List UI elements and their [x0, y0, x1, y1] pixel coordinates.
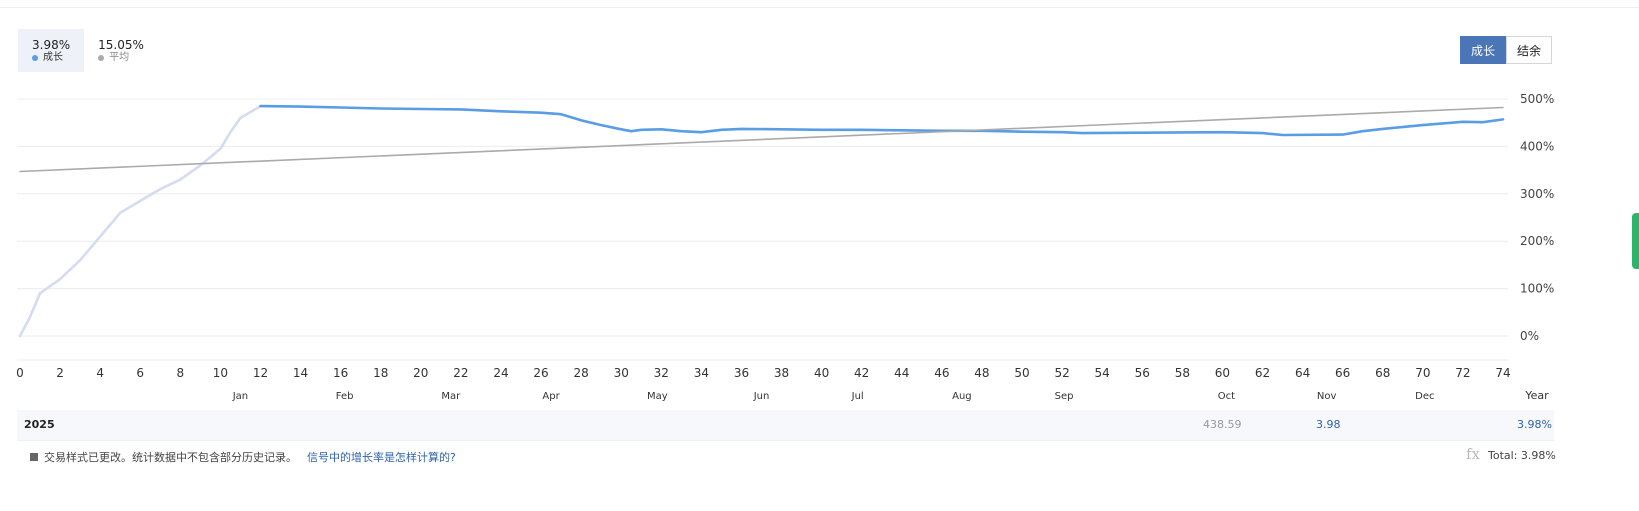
- side-panel-handle[interactable]: [1632, 213, 1639, 269]
- x-tick-label: 28: [573, 366, 588, 380]
- month-label: Feb: [336, 391, 354, 402]
- total-summary: Total: 3.98%: [1488, 449, 1556, 462]
- x-tick-label: 60: [1215, 366, 1230, 380]
- year-label: 2025: [24, 418, 55, 431]
- watermark-logo: fx: [1466, 445, 1481, 463]
- legend-growth-dot: [32, 55, 38, 61]
- x-tick-label: 56: [1135, 366, 1150, 380]
- legend-growth-value: 3.98%: [32, 38, 71, 52]
- month-label: May: [647, 391, 668, 402]
- month-label: Jan: [232, 391, 248, 402]
- x-tick-label: 64: [1295, 366, 1310, 380]
- month-label: Nov: [1317, 391, 1337, 402]
- legend-average-dot: [98, 55, 105, 61]
- x-tick-label: 54: [1095, 366, 1110, 380]
- x-tick-label: 62: [1255, 366, 1270, 380]
- x-tick-label: 2: [56, 366, 64, 380]
- x-tick-label: 12: [253, 366, 268, 380]
- x-tick-label: 68: [1375, 366, 1390, 380]
- x-tick-label: 42: [854, 366, 869, 380]
- x-tick-label: 40: [814, 366, 829, 380]
- top-divider: [0, 7, 1639, 8]
- y-tick-label: 300%: [1520, 187, 1554, 201]
- month-label: Oct: [1218, 391, 1235, 402]
- x-tick-label: 30: [614, 366, 629, 380]
- nov-value: 3.98: [1316, 418, 1341, 431]
- y-tick-label: 200%: [1520, 234, 1554, 248]
- y-tick-label: 0%: [1520, 329, 1539, 343]
- month-label: Mar: [441, 391, 461, 402]
- x-tick-label: 58: [1175, 366, 1190, 380]
- growth-toggle-button[interactable]: 成长: [1460, 36, 1507, 64]
- x-tick-label: 46: [934, 366, 949, 380]
- x-tick-label: 38: [774, 366, 789, 380]
- x-tick-label: 36: [734, 366, 749, 380]
- x-tick-label: 66: [1335, 366, 1350, 380]
- x-tick-label: 26: [533, 366, 548, 380]
- x-tick-label: 16: [333, 366, 348, 380]
- footer-note-text: 交易样式已更改。统计数据中不包含部分历史记录。: [44, 451, 297, 464]
- x-tick-label: 72: [1455, 366, 1470, 380]
- x-tick-label: 50: [1014, 366, 1029, 380]
- x-tick-label: 22: [453, 366, 468, 380]
- average-trend-line: [19, 106, 1504, 173]
- legend-average-value: 15.05%: [98, 38, 144, 52]
- legend-average-label: 平均: [109, 52, 130, 63]
- early-growth-line: [18, 104, 262, 338]
- note-icon: [30, 453, 38, 461]
- x-tick-label: 34: [694, 366, 709, 380]
- x-tick-label: 18: [373, 366, 388, 380]
- x-tick-label: 20: [413, 366, 428, 380]
- year-summary-row: 2025 438.59 3.98 3.98%: [17, 410, 1554, 441]
- month-label: Jun: [753, 391, 770, 402]
- legend-growth[interactable]: 3.98% 成长: [18, 29, 85, 72]
- legend-average[interactable]: 15.05% 平均: [84, 29, 158, 72]
- legend-growth-label: 成长: [43, 52, 63, 63]
- month-label: Jul: [851, 391, 864, 402]
- year-balance: 438.59: [1203, 418, 1242, 431]
- month-label: Apr: [542, 391, 560, 402]
- year-axis-label: Year: [1524, 389, 1549, 402]
- y-tick-label: 100%: [1520, 282, 1554, 296]
- x-tick-label: 52: [1054, 366, 1069, 380]
- year-total: 3.98%: [1517, 418, 1552, 431]
- month-label: Dec: [1415, 391, 1434, 402]
- x-tick-label: 44: [894, 366, 909, 380]
- x-tick-label: 4: [96, 366, 104, 380]
- x-tick-label: 14: [293, 366, 308, 380]
- month-label: Sep: [1055, 391, 1074, 402]
- x-tick-label: 74: [1495, 366, 1510, 380]
- x-tick-label: 32: [654, 366, 669, 380]
- x-tick-label: 70: [1415, 366, 1430, 380]
- y-tick-label: 500%: [1520, 92, 1554, 106]
- x-tick-label: 8: [177, 366, 185, 380]
- x-tick-label: 0: [16, 366, 24, 380]
- x-tick-label: 6: [136, 366, 144, 380]
- x-tick-label: 24: [493, 366, 508, 380]
- month-label: Aug: [952, 391, 972, 402]
- chart-mode-toggle: 成长 结余: [1460, 36, 1618, 64]
- growth-calculation-link[interactable]: 信号中的增长率是怎样计算的?: [307, 451, 456, 464]
- growth-line: [259, 104, 1505, 137]
- balance-toggle-button[interactable]: 结余: [1506, 36, 1553, 64]
- footer-note: 交易样式已更改。统计数据中不包含部分历史记录。 信号中的增长率是怎样计算的?: [30, 449, 456, 465]
- y-tick-label: 400%: [1520, 139, 1554, 153]
- x-tick-label: 10: [213, 366, 228, 380]
- chart-legend: 3.98% 成长 15.05% 平均: [18, 29, 158, 72]
- x-tick-label: 48: [974, 366, 989, 380]
